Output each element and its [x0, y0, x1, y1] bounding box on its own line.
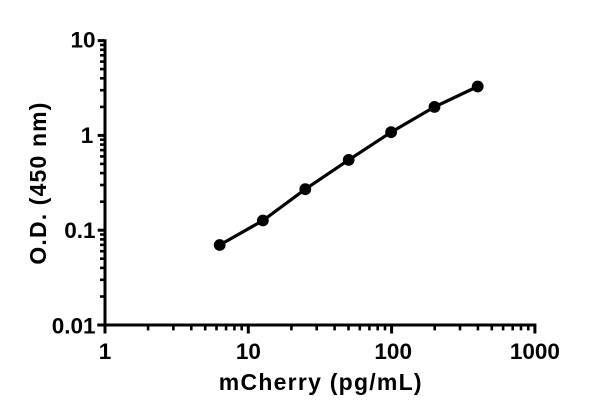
- svg-text:0.1: 0.1: [64, 218, 95, 243]
- svg-text:O.D. (450 nm): O.D. (450 nm): [25, 101, 51, 264]
- svg-text:1: 1: [81, 123, 94, 148]
- svg-text:1000: 1000: [510, 339, 560, 364]
- svg-text:10: 10: [70, 28, 95, 53]
- svg-text:mCherry (pg/mL): mCherry (pg/mL): [219, 369, 423, 395]
- svg-text:100: 100: [374, 339, 412, 364]
- svg-text:1: 1: [99, 339, 112, 364]
- svg-text:10: 10: [236, 339, 261, 364]
- svg-text:0.01: 0.01: [52, 313, 96, 338]
